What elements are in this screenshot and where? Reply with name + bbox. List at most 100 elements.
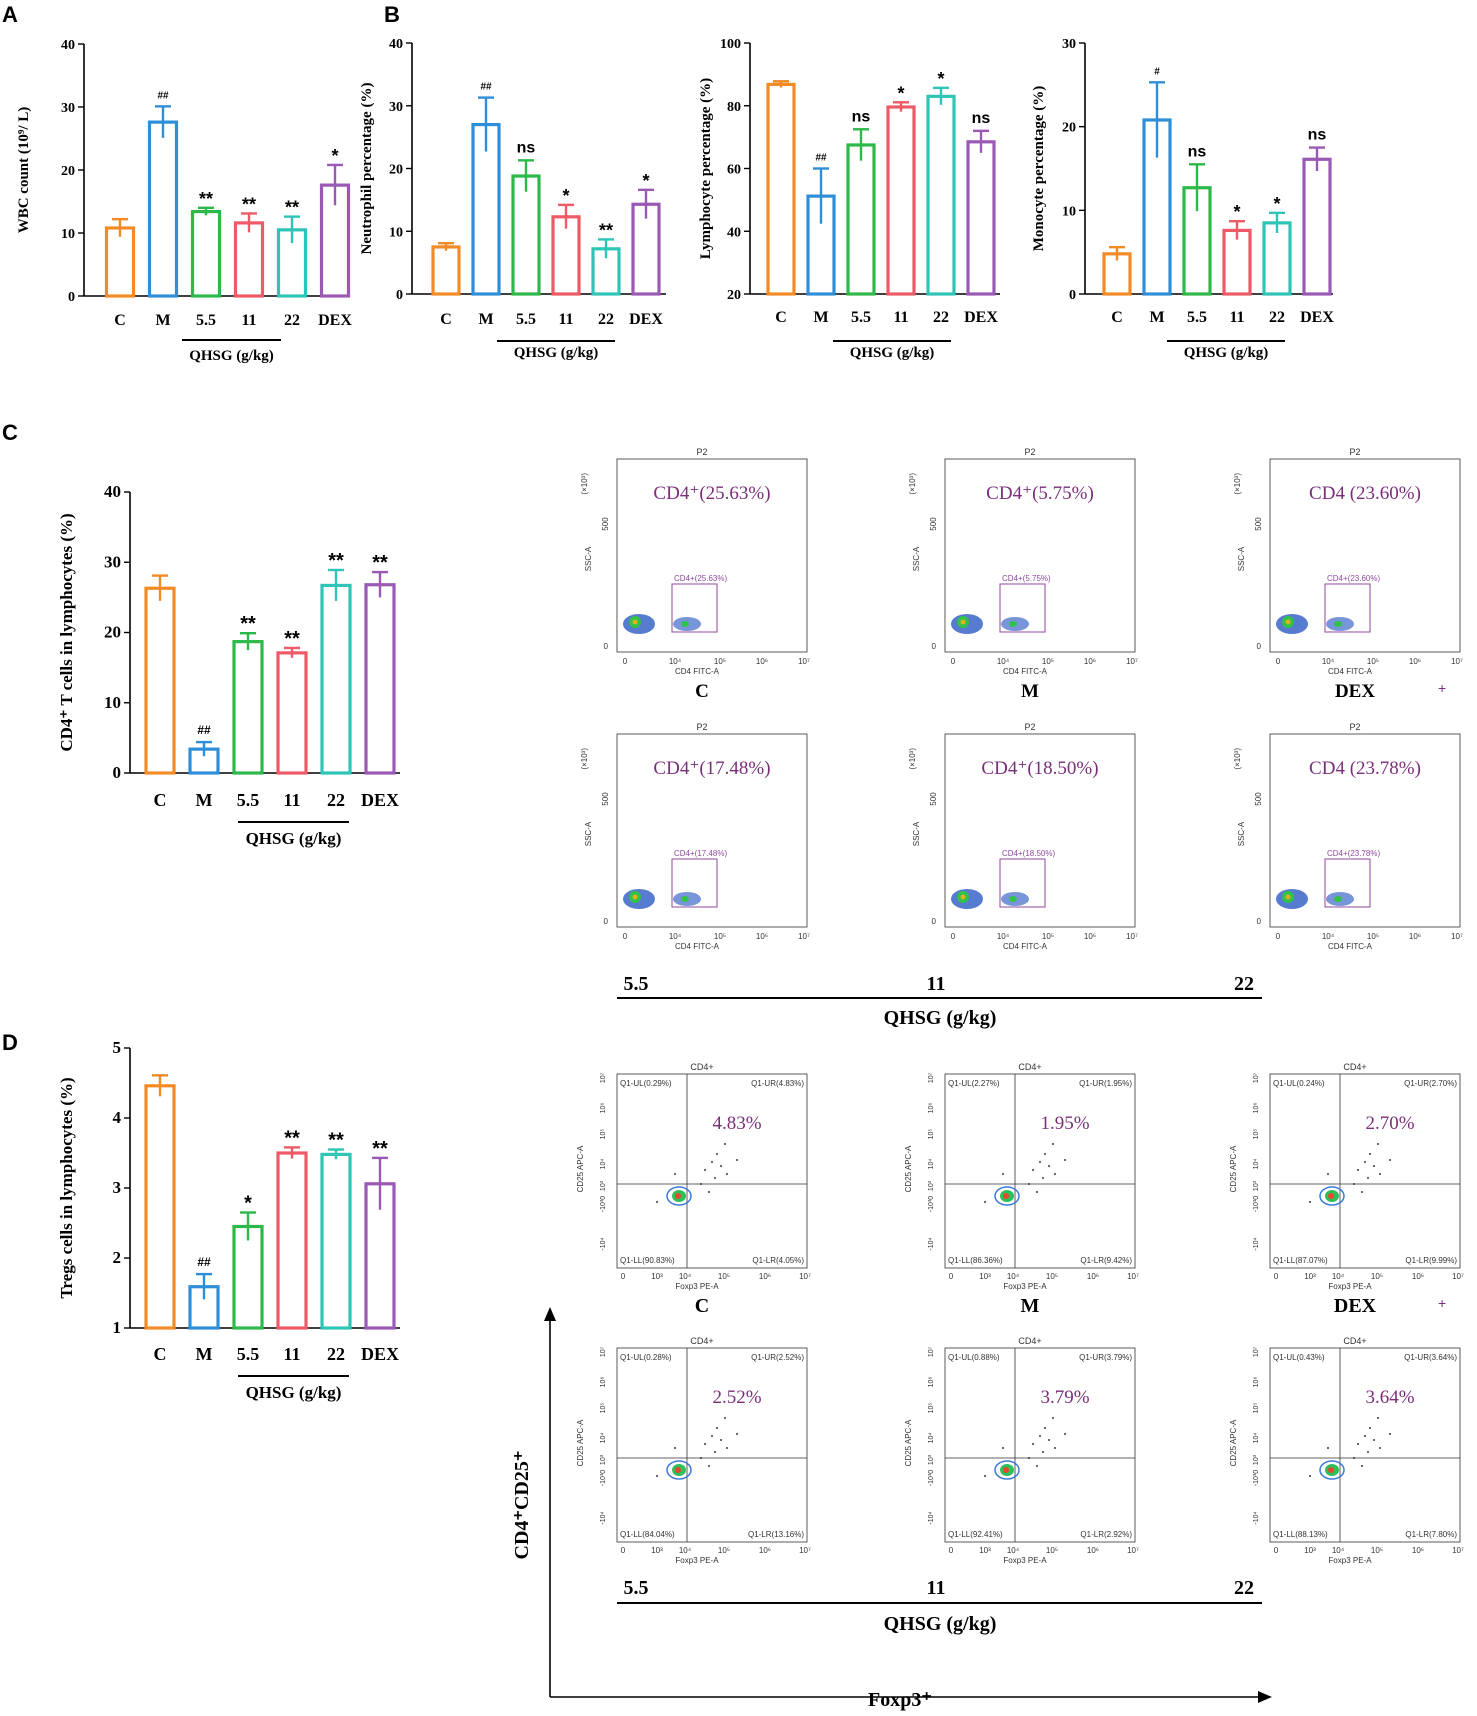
plot-top-label: P2: [1349, 447, 1360, 457]
plot-frame: [944, 1347, 1136, 1543]
event-dot: [1377, 1143, 1379, 1145]
event-dot: [724, 1417, 726, 1419]
significance-label: **: [372, 1138, 388, 1160]
event-dot: [1036, 1465, 1038, 1467]
bar-11: [276, 1151, 308, 1330]
x-tick-label: 10⁶: [1412, 1272, 1424, 1281]
significance-label: *: [562, 186, 569, 206]
plot-top-label: P2: [696, 722, 707, 732]
group-label: QHSG (g/kg): [1184, 345, 1269, 361]
quadrant-lr: Q1-LR(13.16%): [748, 1530, 804, 1539]
event-dot: [1373, 1165, 1375, 1167]
significance-label: ##: [815, 153, 827, 164]
contour-outer: [994, 1186, 1020, 1206]
significance-label: **: [328, 550, 344, 572]
y-tick-label: 30: [1062, 37, 1076, 52]
quadrant-ur: Q1-UR(2.52%): [751, 1353, 804, 1362]
x-tick-label: 10⁷: [1126, 657, 1138, 666]
x-tick-label: 10⁷: [1127, 1272, 1139, 1281]
x-tick-label: 10⁷: [799, 1272, 811, 1281]
treg-plot-M: CD4+ CD25 APC-A 10⁷ 10⁶ 10⁵ 10⁴ 10³ -10³0 -10⁴ 0 1…: [904, 1062, 1139, 1317]
quadrant-ur: Q1-UR(4.83%): [751, 1079, 804, 1088]
event-dot: [1309, 1475, 1311, 1477]
x-axis-label: CD4 FITC-A: [1328, 667, 1373, 676]
population-percent: CD4⁺(17.48%): [653, 758, 770, 779]
x-tick-label: 10⁵: [1042, 657, 1054, 666]
x-tick-label: 10⁶: [756, 657, 768, 666]
category-label: DEX: [1300, 309, 1334, 326]
y-tick-label: 0: [1257, 642, 1262, 651]
contour-core: [675, 1467, 681, 1473]
gate-label: CD4+(18.50%): [1002, 849, 1055, 858]
y-tick-label: -10⁴: [600, 1511, 607, 1524]
y-tick-label: 40: [389, 37, 403, 52]
y-multiplier: (×10³): [580, 748, 589, 770]
category-label: 11: [283, 790, 300, 810]
event-dot: [1357, 1443, 1359, 1445]
bar-C: [144, 586, 176, 775]
density-core: [681, 621, 689, 627]
event-dot: [1036, 1191, 1038, 1193]
event-dot: [1054, 1447, 1056, 1449]
bar-M: [147, 120, 179, 298]
x-tick-label: 10⁵: [718, 1546, 730, 1555]
x-tick-label: 0: [1276, 932, 1281, 941]
x-tick-label: 10⁴: [1332, 1546, 1345, 1555]
cd4-gate: [999, 583, 1046, 633]
y-tick-label: 10⁶: [928, 1103, 935, 1114]
y-tick-label: 100: [720, 37, 741, 52]
category-label: 22: [598, 311, 614, 328]
y-tick-label: 10⁴: [1253, 1433, 1260, 1444]
y-tick-label: 5: [113, 1038, 122, 1057]
category-label: 5.5: [1187, 309, 1207, 326]
cd4-gate: [1324, 583, 1371, 633]
event-dot: [656, 1201, 658, 1203]
category-label: 22: [284, 312, 300, 329]
group-label: DEX: [1334, 1295, 1377, 1317]
event-dot: [1309, 1201, 1311, 1203]
cd4-gate: [671, 583, 718, 633]
x-axis-label: Foxp3 PE-A: [1328, 1556, 1372, 1565]
x-tick-label: 10⁷: [1452, 1546, 1464, 1555]
category-label: M: [1149, 309, 1164, 326]
quadrant-ul: Q1-UL(0.29%): [620, 1079, 672, 1088]
event-dot: [726, 1173, 728, 1175]
event-dot: [716, 1427, 718, 1429]
significance-label: ##: [157, 90, 169, 101]
event-dot: [1377, 1417, 1379, 1419]
quadrant-lr: Q1-LR(9.42%): [1080, 1256, 1132, 1265]
x-axis-label: CD4 FITC-A: [1328, 942, 1373, 951]
y-tick-label: 20: [1062, 121, 1076, 136]
event-dot: [674, 1173, 676, 1175]
arrow-head-y: [544, 1307, 556, 1321]
bar-C: [431, 245, 461, 296]
y-tick-label: 30: [389, 100, 403, 115]
x-tick-label: 10⁴: [669, 657, 682, 666]
x-tick-label: 10³: [979, 1272, 991, 1281]
y-tick-label: 80: [727, 100, 741, 115]
event-dot: [1064, 1433, 1066, 1435]
y-tick-label: 10⁶: [600, 1103, 607, 1114]
x-axis-label: Foxp3 PE-A: [675, 1556, 719, 1565]
x-axis-label: Foxp3 PE-A: [1003, 1282, 1047, 1291]
event-dot: [704, 1443, 706, 1445]
y-tick-label: 40: [727, 225, 741, 240]
significance-label: #: [1154, 66, 1160, 77]
plot-frame: [1269, 1347, 1461, 1543]
x-tick-label: 0: [949, 1272, 954, 1281]
significance-label: *: [897, 83, 904, 103]
category-label: 22: [933, 309, 949, 326]
significance-label: ##: [197, 723, 211, 737]
y-tick-label: 500: [929, 517, 938, 531]
chart-lymphocyte: 20 40 60 80 100 Lymphocyte percentage (%) C M 5.…: [698, 37, 1000, 361]
event-dot: [674, 1447, 676, 1449]
event-dot: [1364, 1435, 1366, 1437]
y-tick-label: 1: [113, 1318, 122, 1337]
quadrant-lr: Q1-LR(2.92%): [1080, 1530, 1132, 1539]
group-label: M: [1021, 1295, 1040, 1317]
quadrant-ll: Q1-LL(86.36%): [948, 1256, 1003, 1265]
category-label: 22: [327, 1344, 345, 1364]
event-dot: [711, 1161, 713, 1163]
event-dot: [726, 1447, 728, 1449]
y-tick-label: 500: [929, 792, 938, 806]
